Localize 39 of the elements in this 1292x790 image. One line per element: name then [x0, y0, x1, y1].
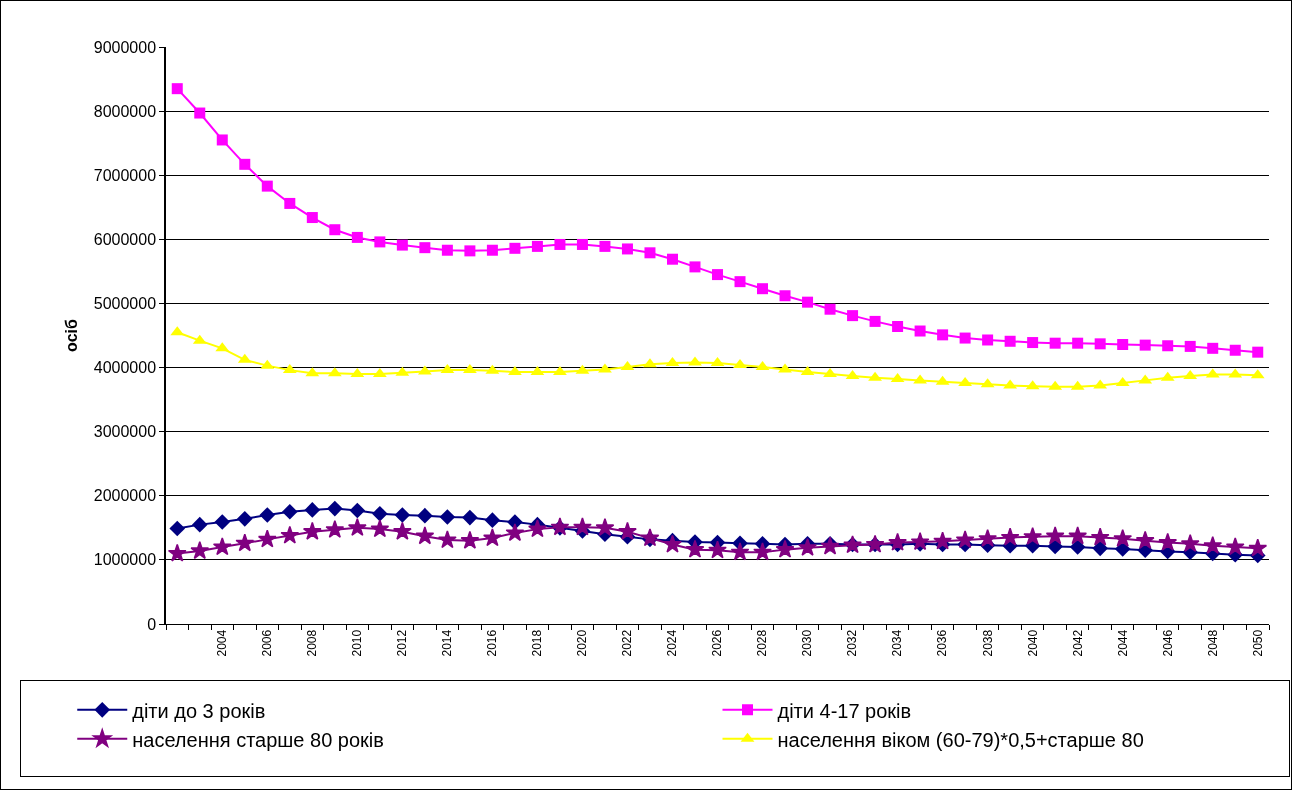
y-tick-label: 1000000: [93, 551, 157, 569]
x-tick-label: 2038: [980, 629, 995, 657]
y-tick-label: 3000000: [93, 423, 157, 441]
legend-label: населення віком (60-79)*0,5+старше 80: [777, 728, 1144, 751]
y-tick-label: 2000000: [93, 487, 157, 505]
y-tick-label: 0: [147, 615, 157, 633]
y-tick-label: 7000000: [93, 166, 157, 184]
x-tick-label: 2046: [1160, 629, 1175, 657]
x-tick-label: 2044: [1115, 629, 1130, 657]
x-tick-label: 2006: [260, 629, 275, 657]
x-tick-label: 2026: [710, 629, 725, 657]
x-tick-label: 2014: [440, 629, 455, 657]
x-tick-label: 2010: [350, 629, 365, 657]
y-tick-label: 9000000: [93, 38, 157, 56]
x-tick-label: 2022: [620, 629, 635, 657]
x-tick-label: 2020: [575, 629, 590, 657]
x-tick-label: 2032: [845, 629, 860, 657]
x-tick-label: 2036: [935, 629, 950, 657]
x-tick-label: 2012: [395, 629, 410, 657]
x-tick-label: 2030: [800, 629, 815, 657]
x-tick-label: 2048: [1205, 629, 1220, 657]
y-tick-label: 5000000: [93, 295, 157, 313]
x-tick-label: 2040: [1025, 629, 1040, 657]
y-axis-title: осіб: [63, 318, 81, 352]
legend-label: діти до 3 років: [132, 699, 266, 722]
x-tick-label: 2050: [1250, 629, 1265, 657]
x-tick-label: 2024: [665, 629, 680, 657]
legend-label: діти 4-17 років: [777, 699, 912, 722]
x-tick-label: 2004: [215, 629, 230, 657]
x-tick-label: 2042: [1070, 629, 1085, 657]
x-tick-label: 2008: [305, 629, 320, 657]
x-tick-label: 2018: [530, 629, 545, 657]
x-tick-label: 2016: [485, 629, 500, 657]
y-tick-label: 8000000: [93, 102, 157, 120]
legend-label: населення старше 80 років: [132, 728, 384, 751]
x-tick-label: 2034: [890, 629, 905, 657]
y-tick-label: 6000000: [93, 230, 157, 248]
x-tick-label: 2028: [755, 629, 770, 657]
y-tick-label: 4000000: [93, 359, 157, 377]
